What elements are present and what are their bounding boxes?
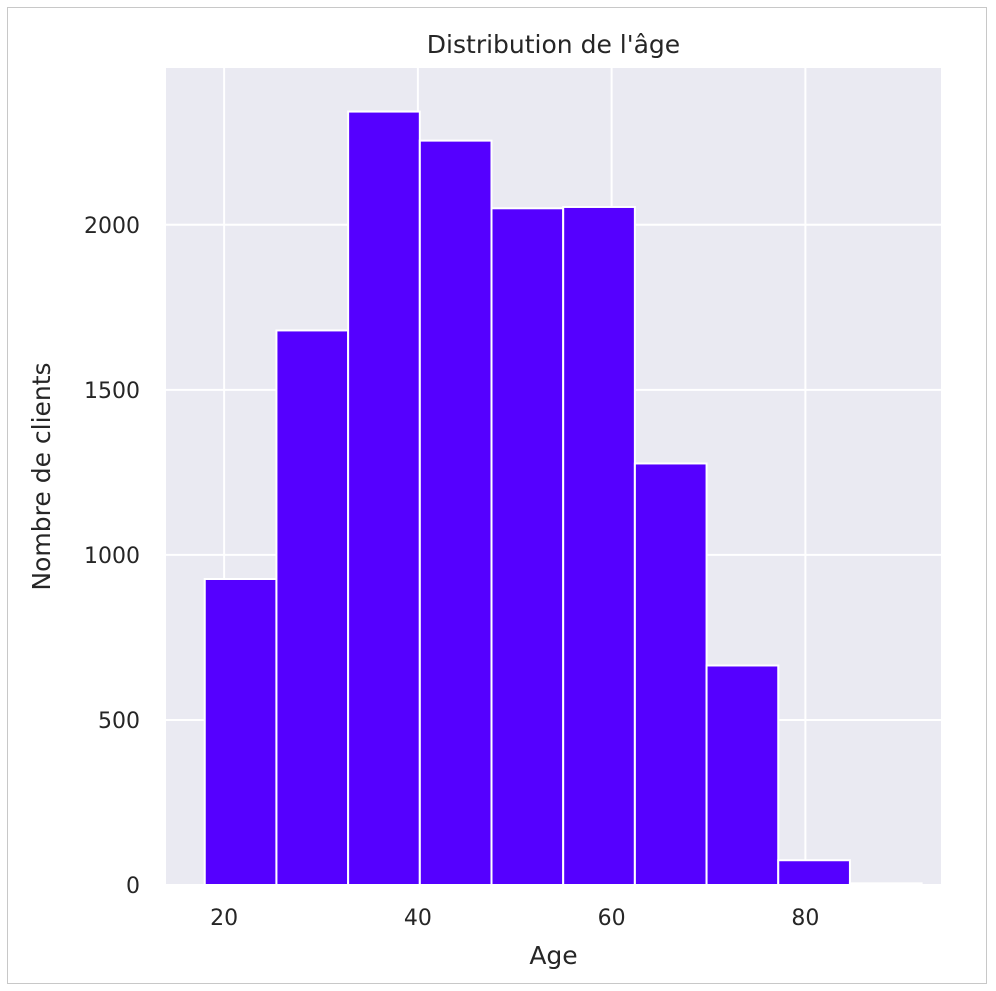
histogram-bar (347, 110, 421, 887)
x-tick-label: 60 (598, 906, 626, 931)
y-axis-ticks: 0 500 1000 1500 2000 (84, 214, 140, 899)
x-tick-label: 80 (791, 906, 819, 931)
x-axis-label: Age (529, 941, 577, 970)
histogram-bar (848, 882, 923, 886)
histogram-chart: 20 40 60 80 0 500 1000 1500 2000 Distribution d… (27, 30, 941, 970)
histogram-bar (777, 859, 851, 887)
x-tick-label: 20 (210, 906, 238, 931)
chart-title: Distribution de l'âge (427, 30, 680, 59)
histogram-bar (705, 664, 780, 887)
histogram-bar (203, 577, 278, 886)
y-tick-label: 500 (98, 709, 140, 734)
x-axis-ticks: 20 40 60 80 (210, 906, 819, 931)
chart-frame: 20 40 60 80 0 500 1000 1500 2000 Distribution d… (7, 7, 987, 984)
y-axis-label: Nombre de clients (27, 362, 56, 590)
y-tick-label: 0 (126, 874, 140, 899)
histogram-bar (490, 207, 565, 887)
histogram-bar (275, 329, 350, 886)
histogram-bar (562, 205, 636, 886)
y-tick-label: 2000 (84, 214, 140, 239)
x-tick-label: 40 (404, 906, 432, 931)
y-tick-label: 1000 (84, 544, 140, 569)
y-tick-label: 1500 (84, 379, 140, 404)
histogram-bar (418, 139, 493, 887)
histogram-bar (633, 462, 708, 886)
bars (203, 110, 923, 887)
